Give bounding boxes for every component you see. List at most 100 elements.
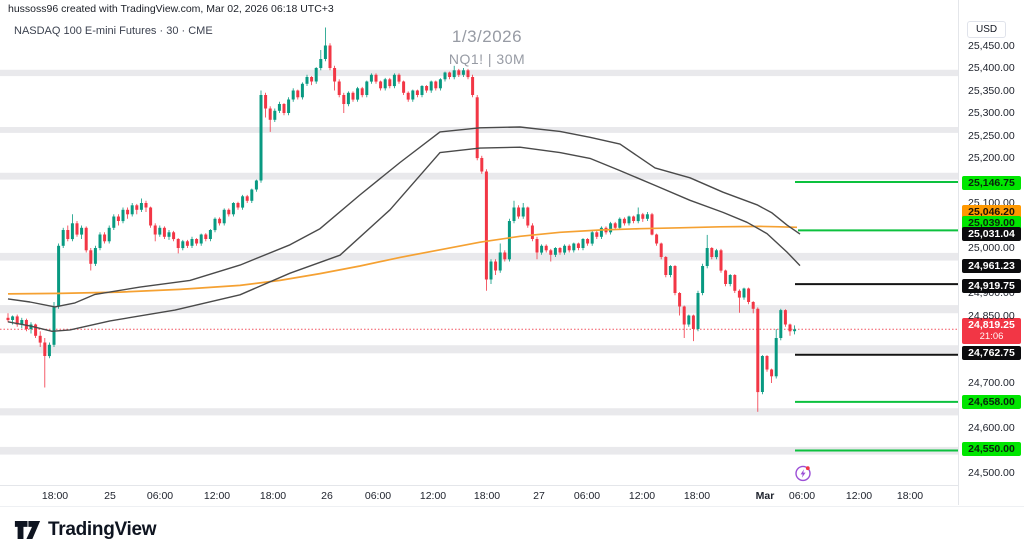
candle-body xyxy=(461,70,465,75)
price-level-label: 24,961.23 xyxy=(962,259,1021,273)
candle-body xyxy=(691,315,695,329)
candle-body xyxy=(43,342,47,356)
candle-body xyxy=(287,99,291,113)
candle-body xyxy=(402,81,406,93)
time-tick-label: 06:00 xyxy=(146,490,174,502)
candle-body xyxy=(107,227,111,242)
candle-body xyxy=(512,207,516,221)
candle-body xyxy=(563,245,567,253)
price-level-label: 24,550.00 xyxy=(962,442,1021,456)
time-axis[interactable]: 18:00 25 06:00 12:00 18:00 26 06:00 12:00 18:00 2… xyxy=(0,485,958,506)
bar-countdown: 21:06 xyxy=(979,331,1004,342)
candle-body xyxy=(185,241,189,246)
candle-body xyxy=(783,310,787,325)
time-tick-label: 18:00 xyxy=(683,490,711,502)
candle-body xyxy=(714,250,718,258)
candle-body xyxy=(245,196,249,201)
candle-body xyxy=(162,227,166,237)
candle-body xyxy=(75,223,79,235)
time-tick-label: 12:00 xyxy=(845,490,873,502)
candle-body xyxy=(420,86,424,95)
candle-body xyxy=(701,266,705,293)
price-tick-label: 25,450.00 xyxy=(968,39,1015,52)
symbol-title: NASDAQ 100 E-mini Futures · 30 · CME xyxy=(14,25,213,37)
price-tick-label: 25,300.00 xyxy=(968,107,1015,119)
candle-body xyxy=(756,308,760,393)
candle-body xyxy=(655,234,659,244)
price-axis[interactable]: USD 24,819.25 21:06 25,450.00 25,400.00 25… xyxy=(958,0,1024,505)
candle-body xyxy=(254,180,258,190)
candle-body xyxy=(172,232,176,240)
candle-body xyxy=(747,288,751,302)
candle-body xyxy=(374,74,378,82)
candle-body xyxy=(98,234,102,248)
candle-body xyxy=(296,90,300,98)
candle-body xyxy=(558,248,562,253)
price-zone xyxy=(0,172,958,180)
candle-body xyxy=(342,95,346,104)
price-zone xyxy=(0,446,958,455)
candle-body xyxy=(793,329,797,332)
candle-body xyxy=(282,104,286,113)
watermark-date: 1/3/2026 xyxy=(451,27,523,46)
candle-body xyxy=(517,207,521,217)
candle-body xyxy=(466,70,470,78)
candle-body xyxy=(595,232,599,237)
last-price-value: 24,819.25 xyxy=(968,319,1015,331)
candle-body xyxy=(733,275,737,291)
candle-body xyxy=(241,196,245,208)
time-tick-label: 27 xyxy=(533,490,545,502)
candle-body xyxy=(411,90,415,100)
candle-body xyxy=(126,209,130,215)
lightning-events-button[interactable] xyxy=(794,464,812,482)
price-level-label: 24,658.00 xyxy=(962,395,1021,409)
price-tick-label: 24,700.00 xyxy=(968,377,1015,389)
candle-body xyxy=(208,230,212,239)
candle-body xyxy=(618,218,622,228)
candle-body xyxy=(204,234,208,239)
candle-body xyxy=(328,45,332,68)
candle-body xyxy=(34,324,38,336)
candle-body xyxy=(770,369,774,377)
candle-body xyxy=(20,320,24,325)
currency-label: USD xyxy=(967,21,1007,38)
candle-body xyxy=(705,248,709,266)
candle-body xyxy=(489,261,493,280)
time-tick-label: 12:00 xyxy=(203,490,231,502)
candle-body xyxy=(305,77,309,84)
candle-body xyxy=(553,248,557,255)
candle-body xyxy=(678,293,682,307)
candle-body xyxy=(576,243,580,248)
candle-body xyxy=(323,45,327,59)
candlestick-chart-canvas[interactable] xyxy=(0,0,958,485)
candle-body xyxy=(724,270,728,284)
candle-body xyxy=(526,207,530,226)
candle-body xyxy=(535,239,539,253)
candle-body xyxy=(383,79,387,89)
candle-body xyxy=(742,288,746,298)
price-zone xyxy=(0,252,958,261)
candle-body xyxy=(47,344,51,357)
candle-body xyxy=(222,209,226,224)
candle-body xyxy=(484,171,488,280)
candle-body xyxy=(425,86,429,91)
tradingview-logo[interactable]: TradingView xyxy=(14,518,157,542)
time-tick-label: 12:00 xyxy=(419,490,447,502)
candle-body xyxy=(300,83,304,98)
candle-body xyxy=(319,59,323,68)
candle-body xyxy=(89,250,93,264)
chart-watermark: 1/3/2026 NQ1! | 30M xyxy=(449,27,525,67)
price-zone xyxy=(0,69,958,77)
candle-body xyxy=(337,81,341,95)
candle-body xyxy=(632,216,636,221)
tradingview-logo-icon xyxy=(14,520,41,539)
candle-body xyxy=(273,110,277,120)
candle-body xyxy=(438,79,442,89)
candle-body xyxy=(346,92,350,105)
candle-body xyxy=(314,68,318,82)
price-level-label: 25,031.04 xyxy=(962,227,1021,241)
candle-body xyxy=(540,245,544,253)
candle-body xyxy=(415,90,419,95)
candle-body xyxy=(80,227,84,235)
candle-body xyxy=(613,223,617,228)
